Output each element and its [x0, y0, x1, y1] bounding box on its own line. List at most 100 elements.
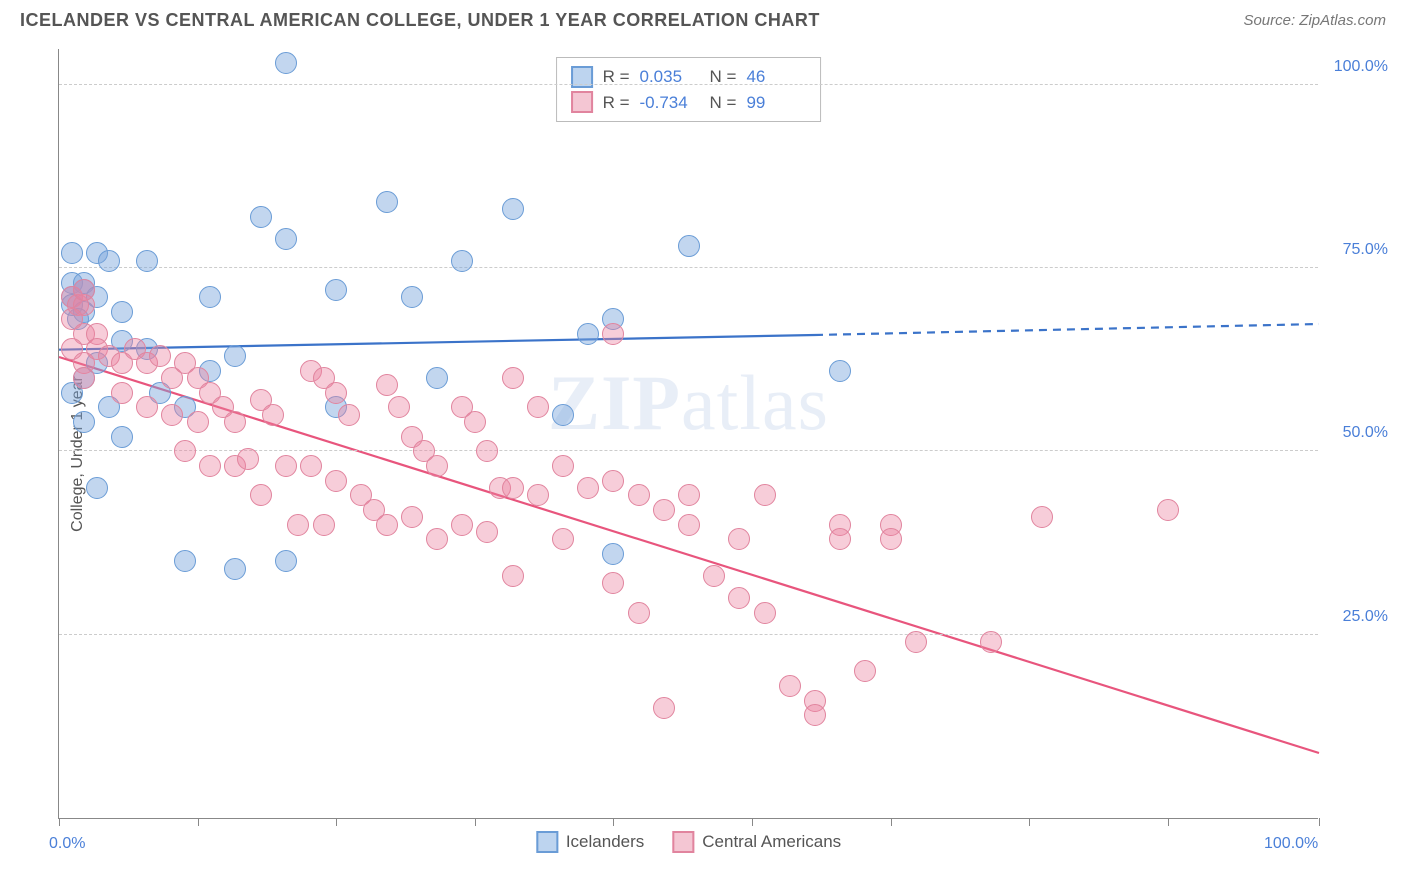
scatter-point: [300, 455, 322, 477]
y-tick-label: 100.0%: [1334, 58, 1388, 76]
x-tick: [1319, 818, 1320, 826]
stats-row: R =-0.734N =99: [571, 90, 807, 116]
gridline-h: [59, 634, 1318, 635]
scatter-point: [376, 191, 398, 213]
scatter-point: [338, 404, 360, 426]
legend-bottom: Icelanders Central Americans: [536, 831, 841, 853]
scatter-point: [464, 411, 486, 433]
legend-item: Central Americans: [672, 831, 841, 853]
scatter-point: [136, 250, 158, 272]
scatter-point: [237, 448, 259, 470]
scatter-point: [199, 455, 221, 477]
series-swatch: [571, 91, 593, 113]
scatter-point: [678, 514, 700, 536]
scatter-point: [552, 528, 574, 550]
scatter-point: [728, 528, 750, 550]
x-tick: [198, 818, 199, 826]
x-tick: [891, 818, 892, 826]
scatter-point: [325, 382, 347, 404]
scatter-point: [552, 455, 574, 477]
scatter-point: [61, 242, 83, 264]
scatter-point: [451, 250, 473, 272]
scatter-point: [313, 514, 335, 536]
x-tick: [336, 818, 337, 826]
trend-lines-svg: [59, 49, 1319, 819]
scatter-point: [1031, 506, 1053, 528]
scatter-point: [376, 374, 398, 396]
legend-label: Icelanders: [566, 832, 644, 852]
scatter-point: [628, 484, 650, 506]
legend-swatch: [536, 831, 558, 853]
scatter-point: [880, 528, 902, 550]
scatter-point: [527, 396, 549, 418]
r-value: 0.035: [640, 64, 700, 90]
plot-area: ZIPatlas R =0.035N =46R =-0.734N =99 Ice…: [58, 49, 1318, 819]
scatter-point: [174, 440, 196, 462]
scatter-point: [552, 404, 574, 426]
scatter-point: [199, 286, 221, 308]
scatter-point: [476, 521, 498, 543]
x-tick: [1029, 818, 1030, 826]
r-value: -0.734: [640, 90, 700, 116]
x-tick: [752, 818, 753, 826]
scatter-point: [376, 514, 398, 536]
gridline-h: [59, 84, 1318, 85]
scatter-point: [388, 396, 410, 418]
scatter-point: [754, 484, 776, 506]
x-tick: [1168, 818, 1169, 826]
scatter-point: [779, 675, 801, 697]
scatter-point: [577, 323, 599, 345]
scatter-point: [161, 404, 183, 426]
scatter-point: [275, 228, 297, 250]
y-tick-label: 50.0%: [1343, 424, 1388, 442]
scatter-point: [502, 477, 524, 499]
scatter-point: [502, 367, 524, 389]
stats-row: R = 0.035 N = 46: [571, 64, 807, 90]
chart-title: ICELANDER VS CENTRAL AMERICAN COLLEGE, U…: [20, 10, 820, 31]
legend-label: Central Americans: [702, 832, 841, 852]
r-label: R =: [603, 64, 630, 90]
trend-line-dashed: [815, 324, 1319, 335]
scatter-point: [527, 484, 549, 506]
scatter-point: [73, 279, 95, 301]
scatter-point: [325, 470, 347, 492]
scatter-point: [728, 587, 750, 609]
n-label: N =: [710, 64, 737, 90]
x-tick: [59, 818, 60, 826]
scatter-point: [287, 514, 309, 536]
scatter-point: [149, 345, 171, 367]
scatter-point: [401, 286, 423, 308]
scatter-point: [502, 198, 524, 220]
scatter-point: [224, 411, 246, 433]
scatter-point: [829, 528, 851, 550]
scatter-point: [111, 382, 133, 404]
scatter-point: [187, 411, 209, 433]
scatter-point: [275, 52, 297, 74]
scatter-point: [653, 499, 675, 521]
y-tick-label: 75.0%: [1343, 241, 1388, 259]
scatter-point: [980, 631, 1002, 653]
scatter-point: [174, 550, 196, 572]
gridline-h: [59, 267, 1318, 268]
scatter-point: [275, 550, 297, 572]
scatter-point: [502, 565, 524, 587]
scatter-point: [86, 477, 108, 499]
scatter-point: [602, 323, 624, 345]
scatter-point: [224, 558, 246, 580]
scatter-point: [426, 367, 448, 389]
n-value: 99: [746, 90, 806, 116]
scatter-point: [451, 514, 473, 536]
scatter-point: [250, 206, 272, 228]
n-value: 46: [746, 64, 806, 90]
scatter-point: [111, 301, 133, 323]
trend-line-solid: [59, 335, 815, 350]
scatter-point: [577, 477, 599, 499]
scatter-point: [829, 360, 851, 382]
x-tick-label: 100.0%: [1264, 835, 1318, 853]
x-tick: [613, 818, 614, 826]
source-attribution: Source: ZipAtlas.com: [1243, 12, 1386, 29]
x-tick: [475, 818, 476, 826]
scatter-point: [754, 602, 776, 624]
legend-swatch: [672, 831, 694, 853]
scatter-point: [325, 279, 347, 301]
